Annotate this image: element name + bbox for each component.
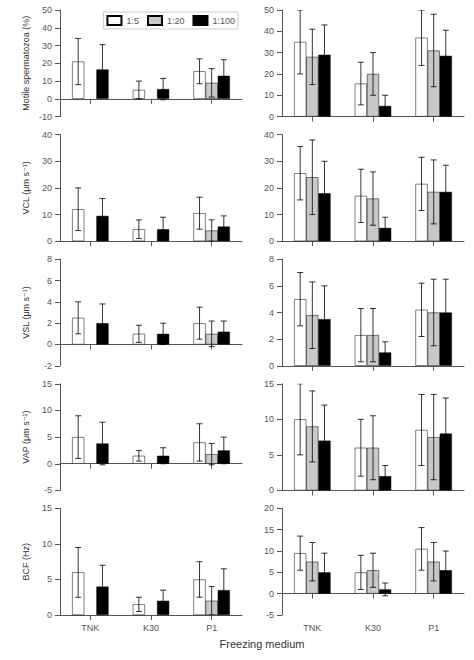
svg-text:40: 40: [264, 26, 274, 36]
svg-text:20: 20: [264, 503, 274, 513]
svg-text:20: 20: [264, 183, 274, 193]
svg-text:2: 2: [269, 334, 274, 344]
svg-text:1:5: 1:5: [126, 16, 139, 26]
svg-text:50: 50: [264, 5, 274, 15]
svg-text:10: 10: [42, 539, 52, 549]
svg-text:K30: K30: [143, 623, 159, 633]
svg-text:40: 40: [264, 130, 274, 140]
svg-text:40: 40: [42, 130, 52, 140]
svg-text:P1: P1: [428, 623, 439, 633]
svg-text:30: 30: [42, 156, 52, 166]
svg-text:5: 5: [269, 450, 274, 460]
svg-text:15: 15: [42, 503, 52, 513]
svg-text:4: 4: [47, 297, 52, 307]
svg-text:5: 5: [269, 567, 274, 577]
svg-text:50: 50: [42, 5, 52, 15]
svg-text:-10: -10: [39, 112, 52, 122]
svg-text:10: 10: [42, 405, 52, 415]
svg-text:30: 30: [264, 156, 274, 166]
svg-text:15: 15: [264, 379, 274, 389]
svg-text:15: 15: [42, 379, 52, 389]
svg-text:20: 20: [264, 69, 274, 79]
svg-text:15: 15: [264, 525, 274, 535]
svg-text:VCL (μm s⁻¹): VCL (μm s⁻¹): [21, 161, 31, 214]
svg-text:10: 10: [264, 546, 274, 556]
svg-text:Motile spermatozoa (%): Motile spermatozoa (%): [21, 16, 31, 111]
svg-text:Freezing medium: Freezing medium: [220, 638, 305, 650]
svg-text:0: 0: [269, 485, 274, 495]
svg-text:0: 0: [269, 112, 274, 122]
svg-text:1:20: 1:20: [167, 16, 185, 26]
svg-text:6: 6: [269, 281, 274, 291]
svg-text:VSL (μm s⁻¹): VSL (μm s⁻¹): [21, 286, 31, 339]
svg-text:0: 0: [47, 236, 52, 246]
svg-text:0: 0: [47, 610, 52, 620]
svg-text:0: 0: [269, 589, 274, 599]
svg-text:P1: P1: [206, 623, 217, 633]
svg-text:BCF (Hz): BCF (Hz): [21, 543, 31, 581]
svg-text:10: 10: [264, 90, 274, 100]
svg-text:VAP (μm s⁻¹): VAP (μm s⁻¹): [21, 411, 31, 464]
svg-text:5: 5: [47, 574, 52, 584]
svg-text:0: 0: [47, 94, 52, 104]
svg-text:1:100: 1:100: [212, 16, 235, 26]
svg-text:K30: K30: [365, 623, 381, 633]
svg-text:TNK: TNK: [303, 623, 321, 633]
svg-text:0: 0: [47, 459, 52, 469]
svg-text:8: 8: [47, 254, 52, 264]
svg-text:TNK: TNK: [81, 623, 99, 633]
svg-text:10: 10: [264, 210, 274, 220]
svg-text:30: 30: [264, 48, 274, 58]
svg-text:6: 6: [47, 276, 52, 286]
svg-text:10: 10: [264, 414, 274, 424]
svg-text:2: 2: [47, 318, 52, 328]
svg-text:5: 5: [47, 432, 52, 442]
svg-text:-5: -5: [44, 485, 52, 495]
svg-text:-5: -5: [266, 610, 274, 620]
svg-text:8: 8: [269, 254, 274, 264]
svg-text:20: 20: [42, 58, 52, 68]
svg-text:0: 0: [47, 339, 52, 349]
svg-text:30: 30: [42, 41, 52, 51]
svg-text:4: 4: [269, 308, 274, 318]
svg-text:0: 0: [269, 361, 274, 371]
svg-text:-2: -2: [44, 361, 52, 371]
svg-text:40: 40: [42, 23, 52, 33]
svg-text:10: 10: [42, 76, 52, 86]
svg-text:10: 10: [42, 210, 52, 220]
svg-text:20: 20: [42, 183, 52, 193]
svg-text:0: 0: [269, 236, 274, 246]
